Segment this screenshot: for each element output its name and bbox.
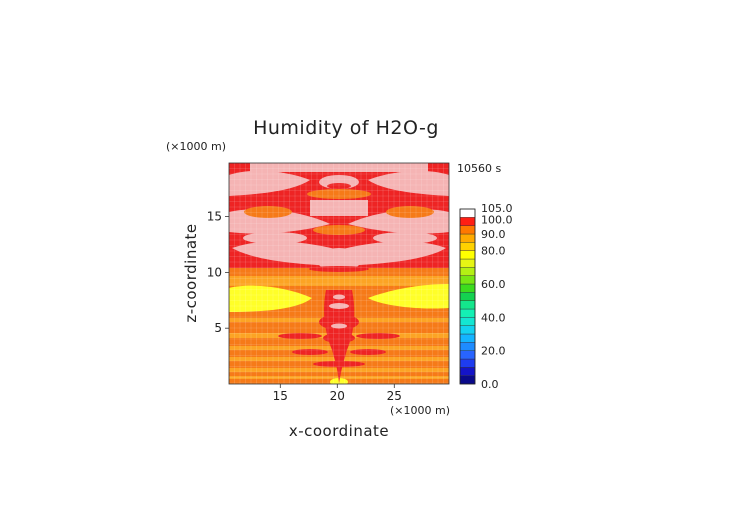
field-orange-patch — [386, 206, 434, 218]
colorbar-swatch — [459, 233, 476, 243]
colorbar-swatch — [459, 333, 476, 343]
plot-frame — [228, 162, 450, 385]
field-pink-box — [310, 200, 368, 216]
field-red-streak — [356, 333, 400, 339]
colorbar-swatch — [459, 242, 476, 251]
colorbar-label: 0.0 — [481, 378, 499, 391]
colorbar-swatch — [459, 367, 476, 376]
colorbar-swatch — [459, 317, 476, 326]
colorbar-label: 90.0 — [481, 228, 506, 241]
colorbar-swatch — [459, 350, 476, 360]
field-orange-patch — [307, 189, 371, 199]
y-tick-label: 10 — [207, 265, 222, 279]
x-tick-label: 20 — [330, 389, 345, 403]
colorbar-swatch — [459, 308, 476, 318]
field-pink-top-left — [229, 170, 310, 196]
colorbar-swatch — [459, 375, 476, 385]
field-pink-streak — [373, 232, 437, 244]
colorbar-label: 20.0 — [481, 345, 506, 358]
y-ticks: 5 10 15 — [207, 210, 229, 335]
field-pink-top-right — [368, 170, 449, 196]
time-label: 10560 s — [457, 162, 501, 175]
field-pink-streak — [243, 232, 307, 244]
colorbar-swatch — [459, 250, 476, 260]
field-pink-dot — [331, 323, 347, 329]
colorbar-swatch — [459, 300, 476, 310]
colorbar-label: 105.0 — [481, 202, 513, 215]
field-red-seam — [327, 183, 351, 189]
field-red-blob — [319, 314, 359, 330]
field-pink-dot — [329, 303, 349, 309]
colorbar-swatch — [459, 275, 476, 285]
colorbar-label: 40.0 — [481, 311, 506, 324]
field-yellow-left-core — [229, 290, 281, 306]
colorbar-swatch — [459, 325, 476, 335]
y-axis-label: z-coordinate — [182, 223, 200, 322]
grid-lines — [229, 163, 449, 384]
y-unit-label: (×1000 m) — [166, 140, 226, 153]
y-tick-label: 5 — [214, 321, 222, 335]
field-red-streak — [313, 361, 365, 367]
colorbar-frame — [459, 208, 476, 385]
x-tick-label: 15 — [273, 389, 288, 403]
colorbar-swatch — [459, 342, 476, 351]
field-orange-patch — [313, 225, 365, 235]
y-tick-label: 15 — [207, 210, 222, 224]
x-ticks: 15 20 25 — [273, 384, 402, 403]
x-unit-label: (×1000 m) — [390, 404, 450, 417]
field-pink-cap — [250, 163, 428, 172]
colorbar-label: 60.0 — [481, 278, 506, 291]
colorbar-swatch — [459, 225, 476, 235]
field-red-streak — [292, 349, 328, 355]
field-red-streak — [278, 333, 322, 339]
field-red-blob — [323, 333, 355, 343]
field-pink-lower-center — [317, 248, 361, 272]
field-yellow-right-core — [392, 288, 448, 304]
colorbar-swatch — [459, 267, 476, 276]
colorbar-swatch — [459, 258, 476, 268]
field-red-streak — [350, 349, 386, 355]
field-red-seam — [309, 266, 369, 272]
colorbar-label: 100.0 — [481, 213, 513, 226]
field-pink-dot — [333, 294, 345, 300]
chart-title: Humidity of H2O-g — [253, 117, 439, 139]
colorbar-swatch — [459, 292, 476, 301]
colorbar-swatch — [459, 208, 476, 218]
colorbar-swatch — [459, 283, 476, 293]
colorbar-swatch — [459, 217, 476, 226]
x-axis-label: x-coordinate — [289, 422, 389, 440]
field-orange-patch — [244, 206, 292, 218]
colorbar-swatch — [459, 358, 476, 368]
colorbar-label: 80.0 — [481, 245, 506, 258]
humidity-field — [229, 163, 449, 384]
x-tick-label: 25 — [387, 389, 402, 403]
